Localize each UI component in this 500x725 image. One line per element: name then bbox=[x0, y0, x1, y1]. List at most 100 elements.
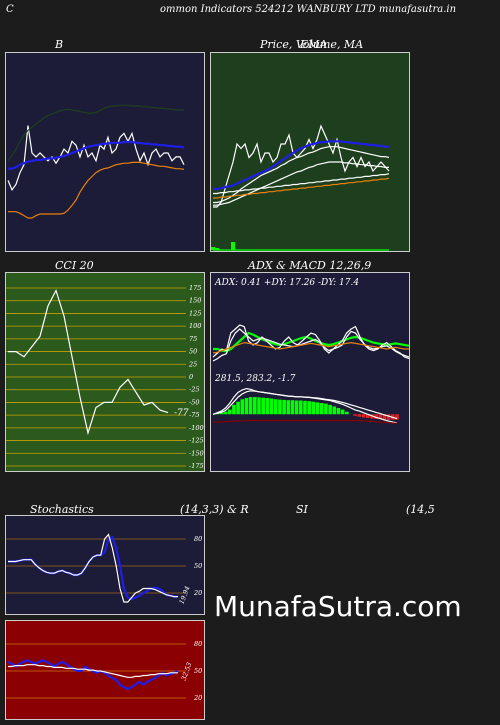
header-prefix: C bbox=[6, 4, 14, 15]
macd-histogram-bar bbox=[290, 400, 295, 415]
price-ma-series-3-line bbox=[213, 140, 389, 191]
stoch-title-params: (14,3,3) & R bbox=[180, 503, 249, 516]
macd-histogram-bar bbox=[303, 400, 307, 415]
macd-histogram-bar bbox=[278, 399, 282, 415]
macd-histogram-bar bbox=[286, 400, 291, 415]
rsi-title-params: (14,5 bbox=[406, 503, 435, 516]
cci-title: CCI 20 bbox=[55, 259, 94, 272]
volume-bar bbox=[211, 247, 215, 250]
macd-histogram-bar bbox=[315, 402, 320, 415]
price-ma-series-1-line bbox=[213, 146, 390, 204]
stoch-series-1-line bbox=[8, 533, 178, 603]
macd-histogram-bar bbox=[265, 398, 270, 415]
cci-tick-label: -50 bbox=[189, 398, 199, 406]
cci-series-0-line bbox=[8, 288, 169, 436]
macd-histogram-bar bbox=[374, 414, 378, 419]
macd-histogram-bar bbox=[215, 413, 219, 415]
bollinger-panel bbox=[5, 52, 205, 252]
adx-series-3-line bbox=[212, 341, 409, 354]
cci-tick-label: -75 bbox=[189, 411, 199, 419]
macd-histogram-bar bbox=[261, 397, 265, 415]
rsi-tick-label: 50 bbox=[194, 667, 202, 675]
macd-histogram-bar bbox=[307, 401, 311, 415]
watermark: MunafaSutra.com bbox=[214, 590, 462, 623]
macd-histogram-bar bbox=[361, 414, 366, 418]
adx-series-2-line bbox=[212, 328, 409, 362]
macd-histogram-bar bbox=[269, 398, 274, 415]
macd-histogram-bar bbox=[240, 399, 245, 415]
cci-tick-label: 175 bbox=[189, 284, 201, 292]
price-ma-series-2-line bbox=[213, 161, 389, 206]
rsi-last-value: 32.53 bbox=[180, 661, 194, 681]
rsi-tick-label: 80 bbox=[194, 640, 202, 648]
bollinger-title: B bbox=[55, 38, 64, 51]
macd-histogram-bar bbox=[365, 414, 370, 418]
macd-histogram-bar bbox=[236, 401, 240, 415]
stoch-series-0-line bbox=[8, 535, 178, 601]
macd-histogram-bar bbox=[353, 414, 357, 416]
rsi-title: SI bbox=[296, 503, 308, 516]
cci-tick-label: -25 bbox=[189, 386, 199, 394]
macd-histogram-bar bbox=[299, 400, 303, 415]
macd-histogram-bar bbox=[332, 406, 337, 415]
macd-histogram-bar bbox=[324, 403, 328, 415]
price-ma-panel bbox=[210, 52, 410, 252]
price-ma-series-5-line bbox=[213, 173, 390, 195]
macd-histogram-bar bbox=[273, 399, 278, 415]
macd-histogram-bar bbox=[311, 401, 316, 415]
cci-tick-label: 0 bbox=[189, 373, 193, 381]
macd-label: 281.5, 283.2, -1.7 bbox=[214, 374, 296, 384]
price-ma-svg bbox=[211, 124, 390, 251]
rsi-series-0-line bbox=[7, 658, 179, 691]
bollinger-series-1-line bbox=[8, 140, 185, 170]
macd-histogram-bar bbox=[248, 397, 253, 415]
adx-label: ADX: 0.41 +DY: 17.26 -DY: 17.4 bbox=[214, 278, 359, 288]
cci-tick-label: -150 bbox=[189, 449, 204, 457]
rsi-series-1-line bbox=[8, 664, 178, 678]
macd-histogram-bar bbox=[382, 414, 387, 420]
macd-histogram-bar bbox=[386, 414, 391, 420]
stoch-title: Stochastics bbox=[30, 503, 94, 516]
macd-histogram-bar bbox=[357, 414, 362, 417]
stoch-panel: 80 50 20 19.94 bbox=[5, 515, 205, 615]
macd-histogram-bar bbox=[223, 411, 228, 415]
cci-tick-label: 50 bbox=[189, 348, 197, 356]
rsi-tick-label: 20 bbox=[193, 694, 202, 702]
bollinger-svg bbox=[7, 104, 185, 219]
macd-histogram-bar bbox=[227, 409, 232, 415]
bollinger-series-3-line bbox=[8, 161, 185, 219]
rsi-svg: 80 50 20 32.53 bbox=[6, 640, 202, 702]
adx-macd-panel: ADX: 0.41 +DY: 17.26 -DY: 17.4 281.5, 283… bbox=[210, 272, 410, 472]
adx-series-0-line bbox=[213, 331, 409, 353]
macd-histogram-bar bbox=[378, 414, 383, 420]
macd-histogram-bar bbox=[340, 409, 345, 415]
price-ma-series-0-line bbox=[213, 124, 390, 208]
price-ma-series-4-line bbox=[213, 177, 390, 199]
cci-last-value: -77 bbox=[174, 409, 189, 419]
cci-tick-label: 25 bbox=[188, 360, 197, 368]
macd-histogram-bar bbox=[294, 400, 299, 415]
macd-histogram-bar bbox=[257, 397, 261, 415]
macd-series-1-line bbox=[212, 390, 398, 420]
cci-panel: 175 150 125 100 75 50 25 0 -25 -50 -75 -100 -125 -150… bbox=[5, 272, 205, 472]
volume-bar bbox=[215, 248, 219, 250]
macd-histogram-bar bbox=[336, 408, 341, 415]
macd-histogram-bar bbox=[395, 414, 399, 420]
adx-macd-svg: ADX: 0.41 +DY: 17.26 -DY: 17.4 281.5, 283… bbox=[212, 278, 409, 424]
stoch-tick-label: 20 bbox=[193, 589, 202, 597]
stoch-tick-label: 50 bbox=[194, 562, 202, 570]
adx-macd-title: ADX & MACD 12,26,9 bbox=[248, 259, 372, 272]
cci-tick-label: 150 bbox=[189, 297, 201, 305]
cci-tick-label: 75 bbox=[189, 335, 197, 343]
cci-tick-label: 125 bbox=[189, 309, 201, 317]
price-ma-ema-label: EMA bbox=[300, 38, 328, 51]
cci-tick-label: -125 bbox=[189, 437, 204, 445]
macd-histogram-bar bbox=[232, 404, 236, 415]
macd-histogram-bar bbox=[328, 404, 332, 415]
rsi-panel: 80 50 20 32.53 bbox=[5, 620, 205, 720]
cci-tick-label: -100 bbox=[189, 424, 204, 432]
macd-histogram-bar bbox=[282, 399, 286, 415]
macd-histogram-bar bbox=[253, 397, 257, 415]
adx-series-1-line bbox=[212, 324, 409, 360]
